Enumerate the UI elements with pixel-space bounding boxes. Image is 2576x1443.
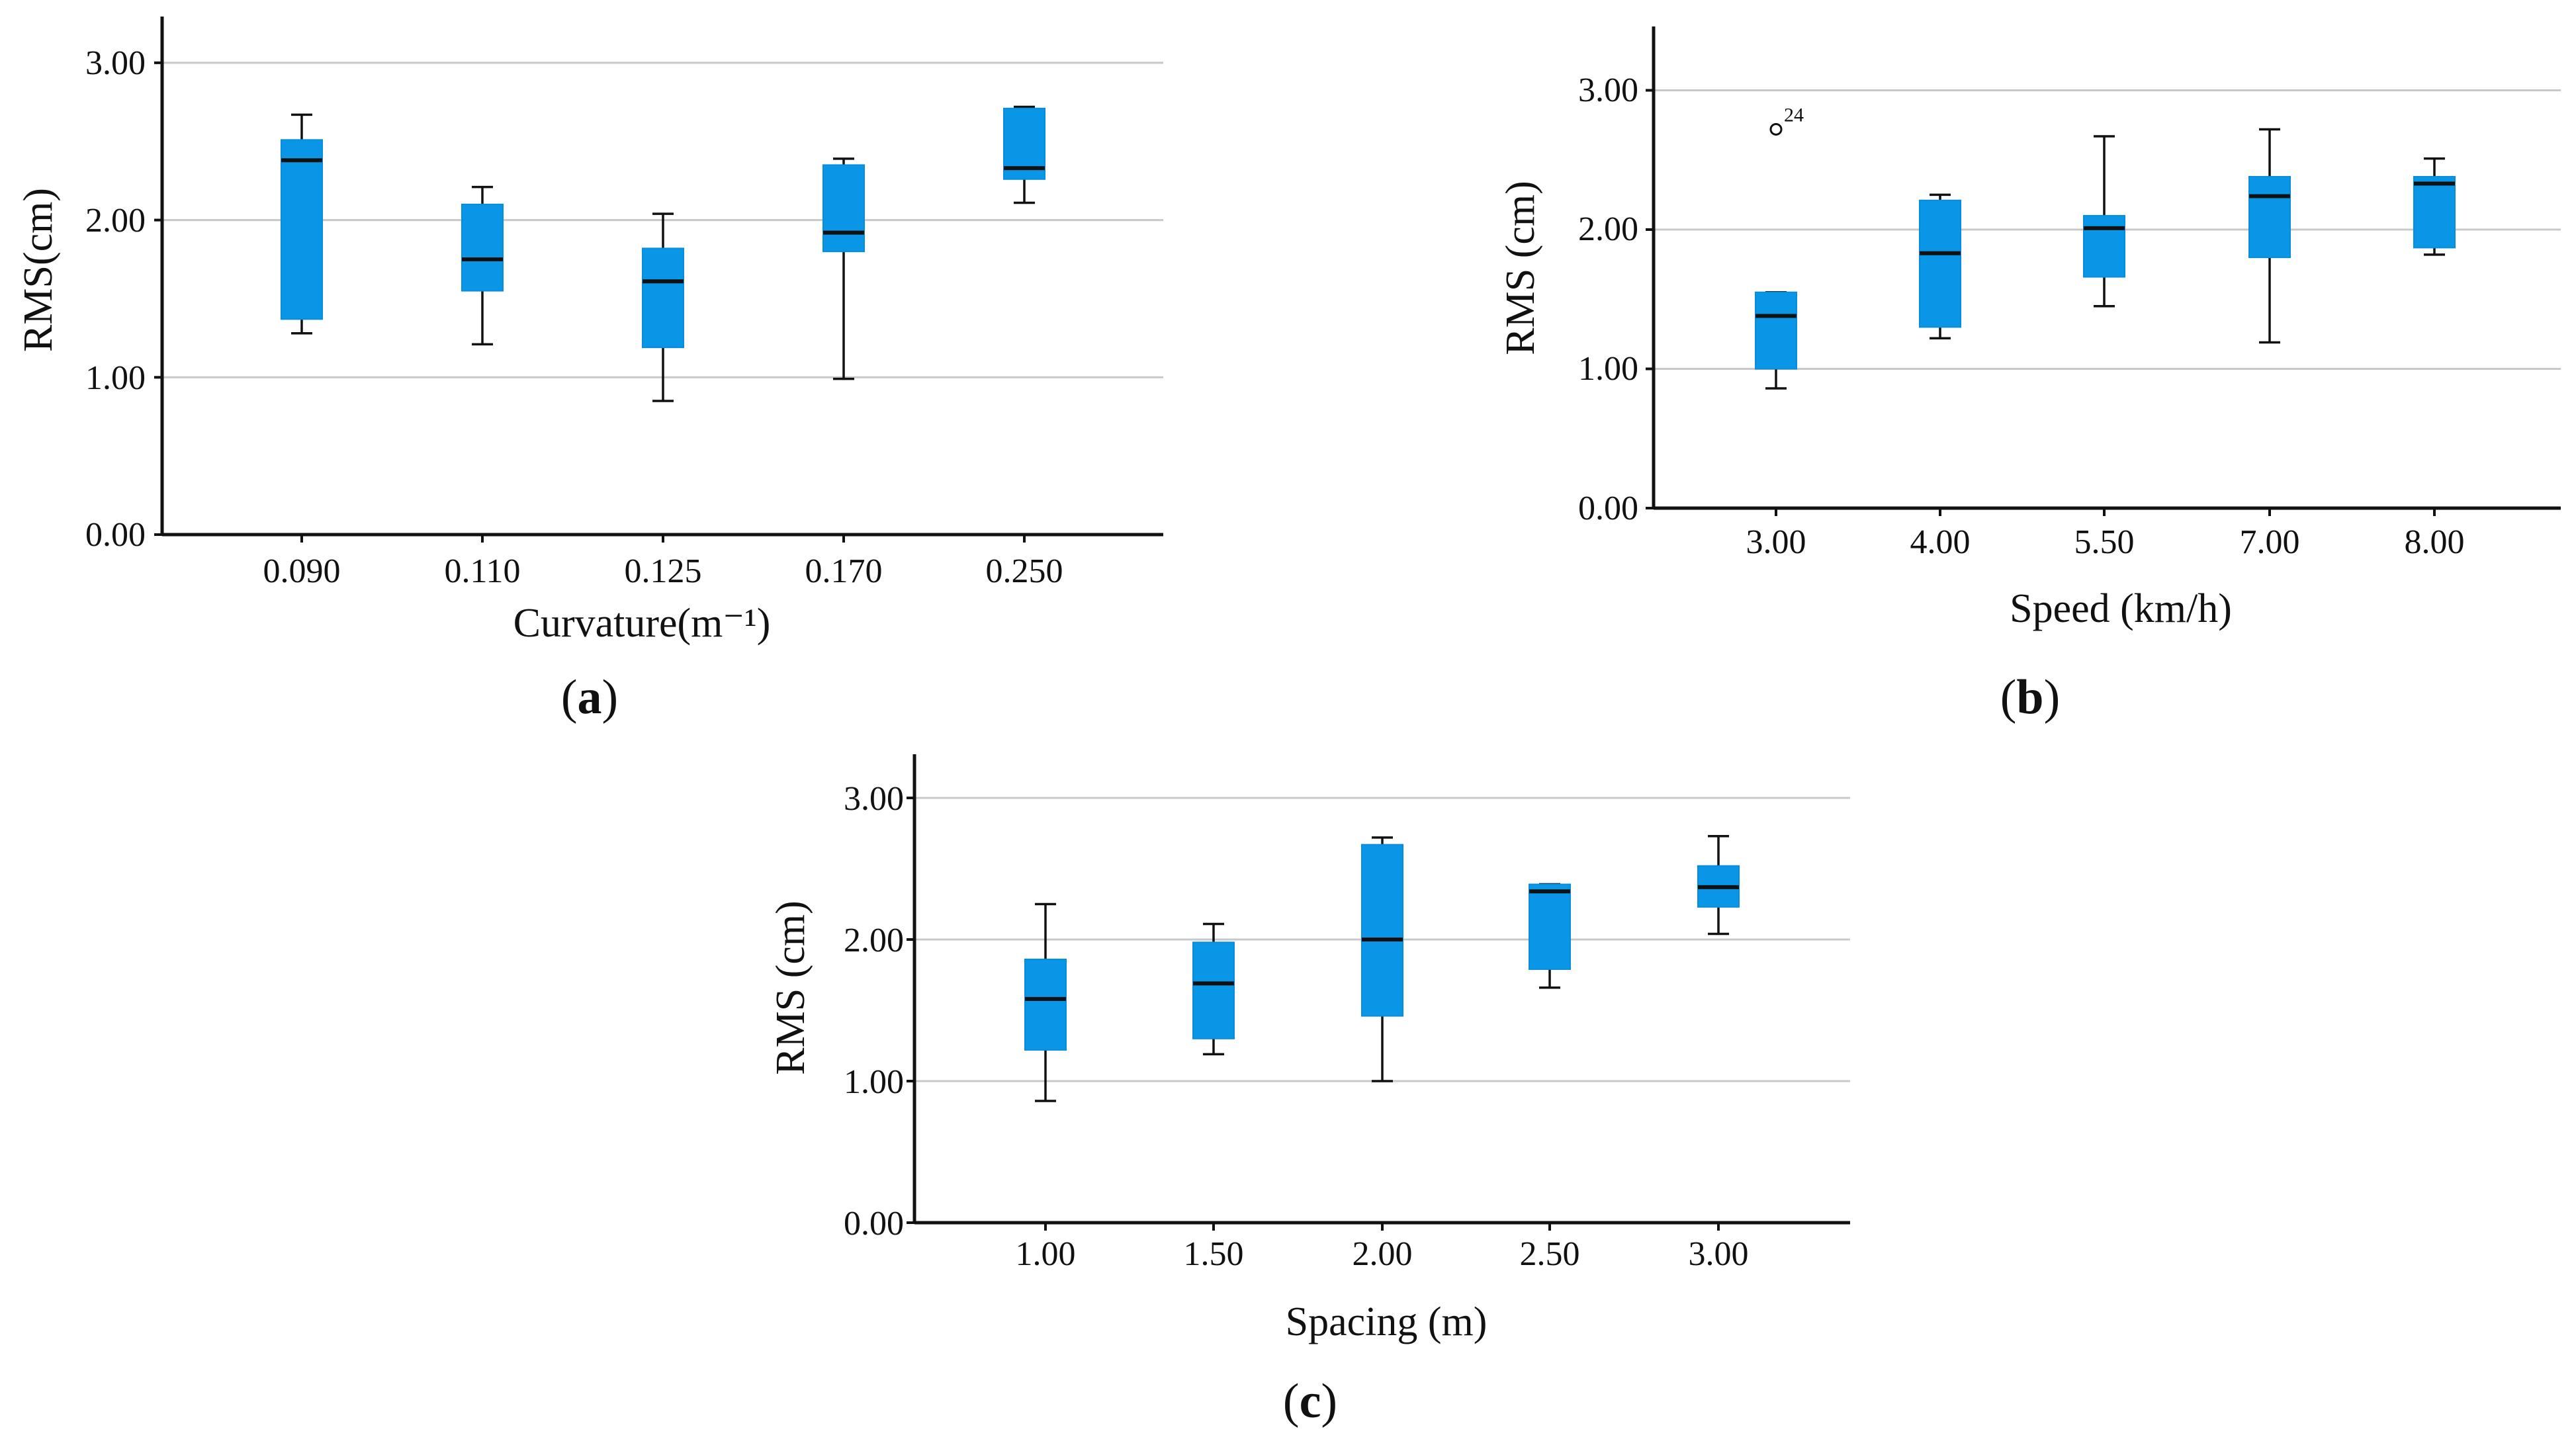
panel-b-xtick-label: 7.00 — [2240, 523, 2300, 561]
panel-c-ytick-label: 0.00 — [844, 1205, 904, 1243]
panel-a-xtick-label: 0.090 — [263, 552, 341, 590]
panel-a-xtick-label: 0.110 — [444, 552, 520, 590]
panel-c-ytick-label: 3.00 — [844, 780, 904, 818]
box-a-iqr-rect — [642, 247, 684, 349]
panel-c-y-axis-title: RMS (cm) — [768, 900, 813, 1075]
panel-c-caption-label: (c) — [1283, 1374, 1337, 1428]
panel-c-ytick-label: 2.00 — [844, 922, 904, 959]
panel-a-xtick-label: 0.250 — [986, 552, 1063, 590]
panel-a-ytick-label: 0.00 — [85, 516, 146, 554]
box-a-iqr-rect — [461, 203, 504, 292]
panel-b-xtick-label: 5.50 — [2074, 523, 2135, 561]
panel-b-ytick-label: 2.00 — [1578, 210, 1638, 248]
box-c-iqr-rect — [1024, 958, 1067, 1051]
panel-a-ytick-label: 3.00 — [85, 44, 146, 82]
panel-c-xtick-label: 3.00 — [1689, 1235, 1749, 1273]
panel-a-x-axis-title: Curvature(m⁻¹) — [513, 601, 771, 646]
panel-c-x-axis-title: Spacing (m) — [1286, 1299, 1488, 1344]
panel-b: 24 0.00 1.00 2.00 3.00 3.00 4.00 5.50 7.… — [1498, 26, 2561, 724]
panel-b-xtick-label: 4.00 — [1910, 523, 1971, 561]
panel-c-xtick-label: 2.00 — [1353, 1235, 1413, 1273]
box-b-iqr-rect — [2413, 176, 2456, 249]
panel-c: 0.00 1.00 2.00 3.00 1.00 1.50 2.00 2.50 … — [768, 754, 1850, 1428]
panel-b-caption-label: (b) — [2000, 670, 2060, 724]
panel-a-y-axis-title: RMS(cm) — [16, 188, 61, 352]
box-a-iqr-rect — [822, 164, 865, 253]
panel-b-ticks — [1646, 89, 2436, 516]
panel-a: 0.00 1.00 2.00 3.00 0.090 0.110 0.125 0.… — [16, 17, 1163, 724]
panel-b-xtick-label: 3.00 — [1746, 523, 1806, 561]
panel-b-y-axis-title: RMS (cm) — [1498, 181, 1543, 355]
panel-b-ytick-label: 1.00 — [1578, 350, 1638, 388]
panel-a-ticks — [154, 61, 1026, 543]
panel-c-xtick-label: 1.00 — [1016, 1235, 1076, 1273]
box-b-iqr-rect — [1755, 291, 1797, 370]
panel-b-boxes: 24 — [1755, 104, 2456, 390]
box-b-iqr-rect — [2083, 214, 2125, 278]
panel-b-xtick-label: 8.00 — [2405, 523, 2465, 561]
panel-a-boxes — [281, 105, 1045, 402]
box-c-iqr-rect — [1529, 883, 1571, 970]
box-c-iqr-rect — [1192, 941, 1235, 1039]
panel-a-ytick-label: 2.00 — [85, 202, 146, 240]
box-b-iqr-rect — [2248, 176, 2291, 259]
panel-c-ticks — [907, 797, 1720, 1231]
panel-a-caption-label: (a) — [561, 670, 618, 724]
box-b-iqr-rect — [1919, 199, 1961, 328]
panel-b-ytick-label: 0.00 — [1578, 490, 1638, 527]
panel-a-ytick-label: 1.00 — [85, 359, 146, 397]
outlier-point — [1769, 122, 1783, 136]
box-c-iqr-rect — [1361, 844, 1403, 1017]
panel-a-xtick-label: 0.125 — [625, 552, 702, 590]
panel-c-ytick-label: 1.00 — [844, 1063, 904, 1101]
outlier-label: 24 — [1784, 104, 1804, 126]
panel-b-ytick-label: 3.00 — [1578, 71, 1638, 109]
panel-b-x-axis-title: Speed (km/h) — [2010, 586, 2232, 631]
panel-c-boxes — [1024, 835, 1740, 1102]
panel-a-xtick-label: 0.170 — [805, 552, 883, 590]
panel-c-xtick-label: 1.50 — [1184, 1235, 1244, 1273]
panel-c-xtick-label: 2.50 — [1520, 1235, 1580, 1273]
box-a-iqr-rect — [281, 139, 323, 320]
